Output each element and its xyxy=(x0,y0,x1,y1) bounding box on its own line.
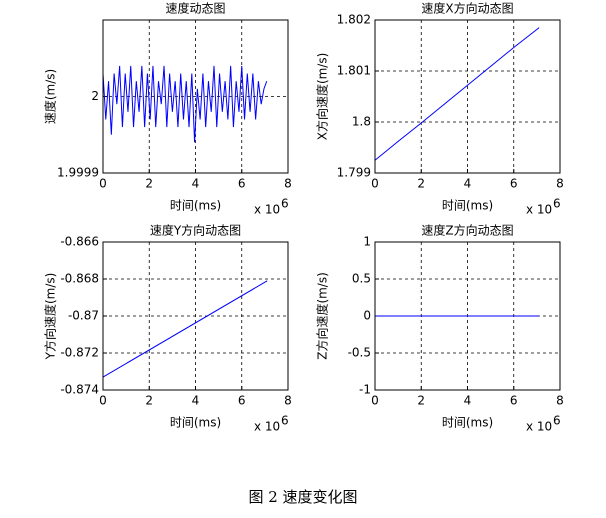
x-tick-label: 4 xyxy=(464,394,472,408)
x-tick-label: 2 xyxy=(145,394,153,408)
axes-box xyxy=(102,19,289,174)
data-line xyxy=(374,27,540,161)
x-axis-label: 时间(ms) xyxy=(170,416,221,430)
y-tick-label: -0.874 xyxy=(60,383,99,397)
x-axis-label: 时间(ms) xyxy=(170,199,221,213)
x-tick-label: 0 xyxy=(99,177,107,191)
chart-title: 速度Z方向动态图 xyxy=(421,223,513,238)
x-tick-label: 8 xyxy=(556,177,564,191)
x-tick-label: 8 xyxy=(556,394,564,408)
x-multiplier-exponent: 6 xyxy=(553,414,561,428)
y-tick-label: 2 xyxy=(91,89,99,103)
x-tick-label: 4 xyxy=(192,394,200,408)
y-axis-label: Y方向速度(m/s) xyxy=(43,273,58,361)
y-tick-label: 1 xyxy=(363,235,371,249)
x-multiplier-exponent: 6 xyxy=(553,197,561,211)
x-tick-label: 2 xyxy=(417,394,425,408)
x-tick-label: 6 xyxy=(510,177,518,191)
x-tick-label: 8 xyxy=(284,394,292,408)
x-multiplier: x 10 xyxy=(526,420,552,434)
y-tick-label: -1 xyxy=(359,383,371,397)
y-tick-label: -0.866 xyxy=(60,235,99,249)
chart-title: 速度动态图 xyxy=(165,1,225,16)
x-multiplier-exponent: 6 xyxy=(281,414,289,428)
axes-box xyxy=(374,19,561,174)
axes-box xyxy=(374,241,561,391)
y-axis-label: 速度(m/s) xyxy=(43,69,58,124)
data-line xyxy=(102,65,268,143)
x-tick-label: 6 xyxy=(238,394,246,408)
y-tick-label: -0.868 xyxy=(60,272,99,286)
y-axis-label: X方向速度(m/s) xyxy=(315,53,330,141)
x-tick-label: 0 xyxy=(371,177,379,191)
x-axis-label: 时间(ms) xyxy=(442,416,493,430)
chart-title: 速度Y方向动态图 xyxy=(150,223,241,238)
x-tick-label: 2 xyxy=(145,177,153,191)
y-tick-label: 1.8 xyxy=(352,115,371,129)
y-tick-label: -0.87 xyxy=(68,309,99,323)
x-tick-label: 2 xyxy=(417,177,425,191)
y-tick-label: -0.872 xyxy=(60,346,99,360)
x-tick-label: 0 xyxy=(99,394,107,408)
x-axis-label: 时间(ms) xyxy=(442,199,493,213)
chart-title: 速度X方向动态图 xyxy=(421,1,513,16)
y-tick-label: 1.801 xyxy=(337,64,371,78)
y-tick-label: 0 xyxy=(363,309,371,323)
y-tick-label: 1.799 xyxy=(337,166,371,180)
x-multiplier-exponent: 6 xyxy=(281,197,289,211)
caption: 图 2 速度变化图 xyxy=(248,488,357,506)
x-tick-label: 4 xyxy=(464,177,472,191)
y-tick-label: -0.5 xyxy=(348,346,371,360)
x-multiplier: x 10 xyxy=(526,203,552,217)
x-tick-label: 8 xyxy=(284,177,292,191)
y-tick-label: 0.5 xyxy=(352,272,371,286)
x-tick-label: 4 xyxy=(192,177,200,191)
y-tick-label: 1.9999 xyxy=(57,166,99,180)
x-tick-label: 6 xyxy=(238,177,246,191)
y-tick-label: 1.802 xyxy=(337,13,371,27)
x-tick-label: 0 xyxy=(371,394,379,408)
x-multiplier: x 10 xyxy=(254,420,280,434)
x-multiplier: x 10 xyxy=(254,203,280,217)
data-line xyxy=(102,280,268,378)
x-tick-label: 6 xyxy=(510,394,518,408)
axes-box xyxy=(102,241,289,391)
y-axis-label: Z方向速度(m/s) xyxy=(315,272,330,360)
